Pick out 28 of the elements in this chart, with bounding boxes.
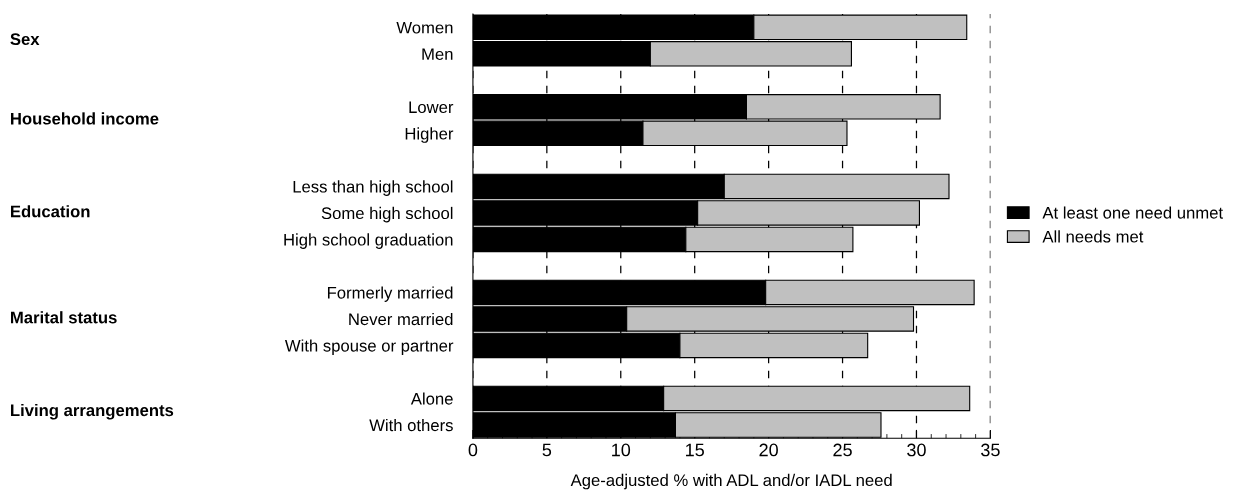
y-tick-label: Lower — [409, 101, 454, 114]
y-tick-label: High school graduation — [284, 233, 453, 249]
x-tick-label: 25 — [833, 443, 852, 457]
y-tick-label: Alone — [410, 392, 453, 405]
x-tick-label: 20 — [759, 443, 778, 457]
x-axis-title: Age-adjusted % with ADL and/or IADL need — [570, 473, 892, 490]
y-tick-label: Formerly married — [327, 286, 453, 302]
x-tick-label: 30 — [907, 443, 926, 457]
y-tick-label: Higher — [405, 127, 454, 143]
x-tick-label: 35 — [981, 443, 1000, 457]
x-tick-label: 0 — [468, 443, 478, 457]
x-tick-label: 15 — [686, 443, 704, 457]
y-tick-label: Men — [422, 48, 453, 61]
x-tick-label: 10 — [612, 443, 631, 457]
text: Sex — [10, 33, 40, 46]
x-tick-label: 5 — [542, 443, 552, 457]
text: Living arrangements — [11, 403, 174, 420]
y-tick-label: With others — [369, 418, 453, 432]
legend-label: At least one need unmet — [1042, 206, 1223, 219]
y-tick-label: With spouse or partner — [284, 339, 454, 355]
text: Education — [11, 205, 90, 218]
y-tick-label: Some high school — [321, 206, 453, 223]
y-tick-label: Less than high school — [293, 180, 453, 196]
legend-label: All needs met — [1042, 230, 1144, 243]
y-tick-label: Never married — [349, 312, 453, 326]
text: Household income — [11, 112, 159, 125]
text: Marital status — [11, 311, 117, 324]
y-tick-label: Women — [396, 21, 453, 34]
